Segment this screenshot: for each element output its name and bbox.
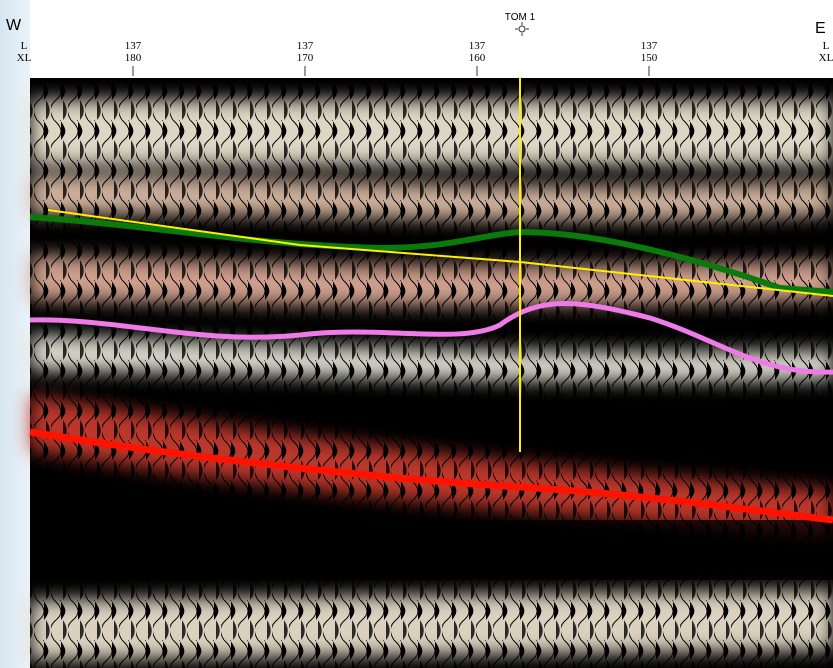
tick-line: 137: [469, 40, 486, 52]
tick-649: 137 150: [641, 40, 658, 76]
seismic-section: [30, 78, 833, 668]
tick-133: 137 180: [125, 40, 142, 76]
well-label: TOM 1: [505, 12, 536, 23]
tick-line: 137: [641, 40, 658, 52]
left-line-label: L: [21, 40, 28, 52]
well-symbol: [515, 22, 529, 36]
header: W E TOM 1 L XL L XL 137 180 137 170 137 …: [6, 12, 833, 76]
tick-xline: 170: [297, 52, 314, 64]
tick-line: 137: [125, 40, 142, 52]
seismic-view: W E TOM 1 L XL L XL 137 180 137 170 137 …: [0, 0, 833, 668]
page: W E TOM 1 L XL L XL 137 180 137 170 137 …: [0, 0, 833, 668]
side-strip: [0, 0, 30, 668]
tick-305: 137 170: [297, 40, 314, 76]
right-line-label: L: [823, 40, 830, 52]
tick-xline: 180: [125, 52, 142, 64]
tick-xline: 160: [469, 52, 486, 64]
east-label: E: [815, 20, 826, 37]
tick-477: 137 160: [469, 40, 486, 76]
tick-line: 137: [297, 40, 314, 52]
west-label: W: [6, 17, 22, 34]
right-xline-label: XL: [819, 52, 833, 64]
left-xline-label: XL: [17, 52, 32, 64]
tick-xline: 150: [641, 52, 658, 64]
